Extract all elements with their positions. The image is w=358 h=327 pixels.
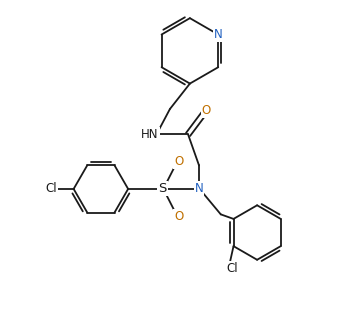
Text: S: S	[159, 182, 167, 196]
Text: O: O	[202, 104, 211, 117]
Text: O: O	[174, 210, 184, 223]
Text: O: O	[174, 155, 184, 168]
Text: N: N	[214, 28, 223, 41]
Text: HN: HN	[141, 128, 159, 141]
Text: Cl: Cl	[45, 182, 57, 196]
Text: N: N	[195, 182, 203, 196]
Text: Cl: Cl	[226, 262, 237, 275]
